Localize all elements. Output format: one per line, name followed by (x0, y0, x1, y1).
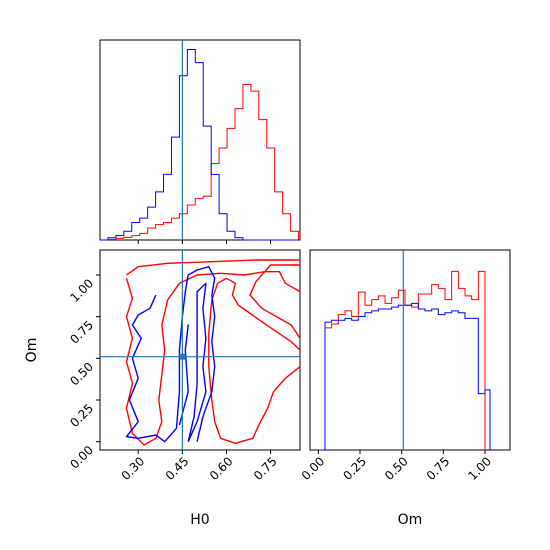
om-histogram-panel: 0.00 0.25 0.50 0.75 1.00 Om (299, 249, 511, 528)
om-tick-label-0: 0.00 (67, 443, 96, 472)
contour-series-1-level-1 (187, 282, 207, 442)
h0-hist-series-1 (100, 49, 299, 241)
om-histogram-frame (309, 249, 511, 451)
h0-tick-label-0: 0.30 (119, 454, 148, 483)
contour-series-1-level-0 (125, 266, 216, 443)
om-tick-label-4: 1.00 (67, 276, 96, 305)
contour-series-0-level-0 (126, 259, 300, 339)
om-tick-label-1: 0.25 (67, 401, 96, 430)
om-hist-tick-label-3: 0.75 (424, 454, 453, 483)
h0-tick-label-1: 0.45 (163, 454, 192, 483)
om-hist-tick-label-2: 0.50 (382, 454, 411, 483)
h0-histogram-panel (99, 39, 301, 244)
om-tick-label-2: 0.50 (67, 360, 96, 389)
truth-marker (179, 353, 186, 360)
h0-hist-series-0 (100, 84, 300, 241)
om-hist-series-1 (318, 302, 491, 451)
h0-om-contour-panel: 0.30 0.45 0.60 0.75 0.00 0.25 0.50 0.75 1.00 H0… (24, 249, 301, 528)
h0-tick-label-3: 0.75 (251, 454, 280, 483)
contour-series-0-level-1 (208, 277, 300, 444)
contour-series-0-level-2 (125, 271, 300, 446)
h0-tick-label-2: 0.60 (207, 454, 236, 483)
om-tick-label-3: 0.75 (67, 318, 96, 347)
om-hist-axis-label: Om (398, 512, 423, 528)
contour-series-1-level-2 (178, 324, 189, 426)
om-hist-tick-label-4: 1.00 (465, 454, 494, 483)
om-axis-label: Om (24, 338, 40, 363)
om-hist-tick-label-0: 0.00 (299, 454, 328, 483)
om-hist-tick-label-1: 0.25 (340, 454, 369, 483)
h0-histogram-frame (99, 39, 301, 241)
h0-axis-label: H0 (190, 512, 209, 528)
om-hist-series-0 (318, 270, 486, 451)
